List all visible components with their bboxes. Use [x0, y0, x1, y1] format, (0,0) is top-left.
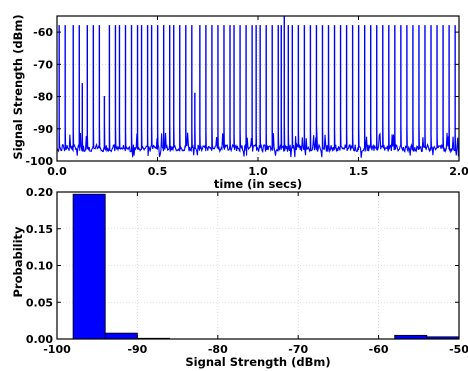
signal-time-chart: 0.0 0.5 1.0 1.5 2.0 -100 -90 -80 -70 -60	[25, 15, 468, 178]
top-y-tick-label: -100	[25, 155, 53, 168]
top-y-axis-label: Signal Strength (dBm)	[11, 14, 25, 159]
histogram-bar	[72, 193, 106, 340]
top-x-tick-label: 0.5	[148, 165, 168, 178]
top-y-tick-label: -60	[33, 26, 53, 39]
bottom-y-tick-label: 0.10	[26, 260, 53, 273]
bottom-y-tick-label: 0.05	[26, 296, 53, 309]
bottom-y-tick-label: 0.00	[26, 333, 53, 346]
bottom-x-tick-label: -80	[208, 343, 228, 356]
bottom-x-tick-label: -90	[127, 343, 147, 356]
top-x-axis-label: time (in secs)	[214, 177, 302, 191]
top-x-tick-label: 2.0	[449, 165, 468, 178]
bottom-x-axis-label: Signal Strength (dBm)	[185, 355, 330, 369]
top-y-tick-label: -90	[33, 123, 53, 136]
bottom-x-tick-label: -100	[43, 343, 71, 356]
bottom-x-tick-label: -50	[449, 343, 468, 356]
bottom-x-tick-label: -70	[288, 343, 308, 356]
top-y-tick-label: -80	[33, 91, 53, 104]
histogram-bar	[104, 332, 138, 340]
top-x-tick-label: 1.0	[248, 165, 268, 178]
top-x-tick-label: 1.5	[349, 165, 369, 178]
top-y-tick-label: -70	[33, 58, 53, 71]
signal-histogram-chart: -100 -90 -80 -70 -60 -50 0.00 0.05 0.10 0.15 0.20	[26, 186, 468, 356]
signal-series-line	[56, 15, 459, 158]
bottom-y-tick-label: 0.15	[26, 223, 53, 236]
top-x-tick-label: 0.0	[47, 165, 67, 178]
bottom-x-tick-label: -60	[369, 343, 389, 356]
bottom-y-axis-label: Probability	[11, 226, 25, 298]
bottom-y-tick-label: 0.20	[26, 186, 53, 199]
